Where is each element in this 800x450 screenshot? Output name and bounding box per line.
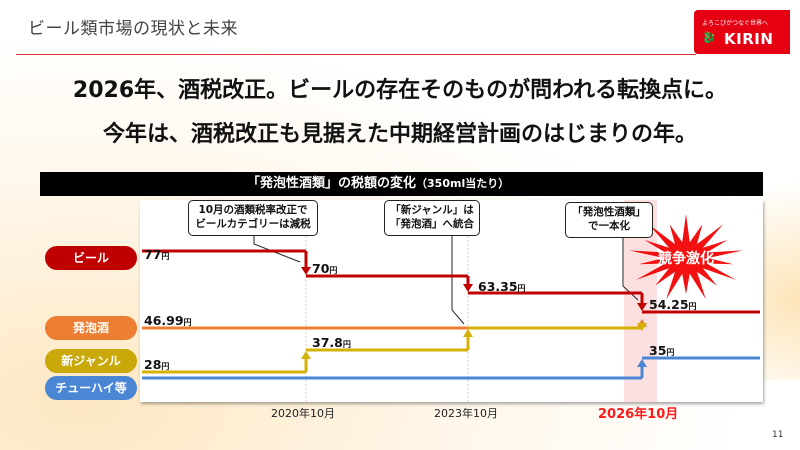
chart-title-bar: 「発泡性酒類」の税額の変化（350ml当たり） xyxy=(40,172,763,196)
competition-burst-icon xyxy=(628,214,744,300)
legend-new-genre: 新ジャンル xyxy=(45,349,137,373)
x-tick-2023: 2023年10月 xyxy=(434,407,498,420)
kirin-logo: よろこびがつなぐ世界へ 🐉 KIRIN xyxy=(694,10,790,54)
label-beer-54-25: 54.25円 xyxy=(649,297,697,312)
logo-text: KIRIN xyxy=(724,30,774,48)
callout-2026-line2: で一本化 xyxy=(588,220,630,232)
callout-pointer-2023 xyxy=(451,232,465,325)
x-tick-2026: 2026年10月 xyxy=(598,407,679,422)
legend-beer: ビール xyxy=(45,246,137,270)
headline-1: 2026年、酒税改正。ビールの存在そのものが問われる転換点に。 xyxy=(72,78,728,103)
chart-subtitle: （350ml当たり） xyxy=(416,177,510,190)
callout-2023-line1: 「新ジャンル」は xyxy=(390,204,474,216)
step-arrow-0-1 xyxy=(463,284,473,292)
step-arrow-0-2 xyxy=(637,303,647,311)
label-happoshu-46-99: 46.99円 xyxy=(144,313,192,328)
step-arrow-3-2 xyxy=(637,359,647,367)
label-chuhai-35: 35円 xyxy=(649,343,674,358)
callout-2020-line1: 10月の酒類税率改正で xyxy=(198,204,308,216)
title-divider xyxy=(16,54,696,55)
slide-title: ビール類市場の現状と未来 xyxy=(28,19,238,39)
headline-2: 今年は、酒税改正も見据えた中期経営計画のはじまりの年。 xyxy=(102,122,697,147)
callout-2026-line1: 「発泡性酒類」 xyxy=(572,206,646,218)
step-arrow-2-0 xyxy=(301,351,311,359)
step-arrow-0-0 xyxy=(301,267,311,275)
callout-2020: 10月の酒類税率改正で ビールカテゴリーは減税 xyxy=(188,200,318,236)
label-new-genre-28: 28円 xyxy=(144,357,169,372)
callout-2023-line2: 「発泡酒」へ統合 xyxy=(390,218,474,230)
x-tick-2020: 2020年10月 xyxy=(271,407,335,420)
label-beer-70: 70円 xyxy=(312,261,337,276)
step-arrow-2-1 xyxy=(463,329,473,337)
label-beer-63-35: 63.35円 xyxy=(478,279,526,294)
callout-pointer-2020 xyxy=(253,232,301,263)
callout-2026: 「発泡性酒類」 で一本化 xyxy=(565,202,653,238)
page-number: 11 xyxy=(772,430,784,440)
legend-happoshu: 発泡酒 xyxy=(45,316,137,340)
callout-pointer-2026 xyxy=(622,234,639,301)
logo-slogan: よろこびがつなぐ世界へ xyxy=(702,20,769,27)
step-arrow-2-2 xyxy=(637,323,647,331)
chart-title: 「発泡性酒類」の税額の変化 xyxy=(247,176,417,191)
burst-label: 競争激化 xyxy=(658,250,714,267)
legend-chuhai: チューハイ等 xyxy=(45,376,137,400)
kirin-emblem-icon: 🐉 xyxy=(702,31,716,44)
callout-2020-line2: ビールカテゴリーは減税 xyxy=(195,218,311,230)
callout-2023: 「新ジャンル」は 「発泡酒」へ統合 xyxy=(384,200,480,236)
label-beer-77: 77円 xyxy=(144,247,169,262)
label-new-genre-37-8: 37.8円 xyxy=(312,335,351,350)
